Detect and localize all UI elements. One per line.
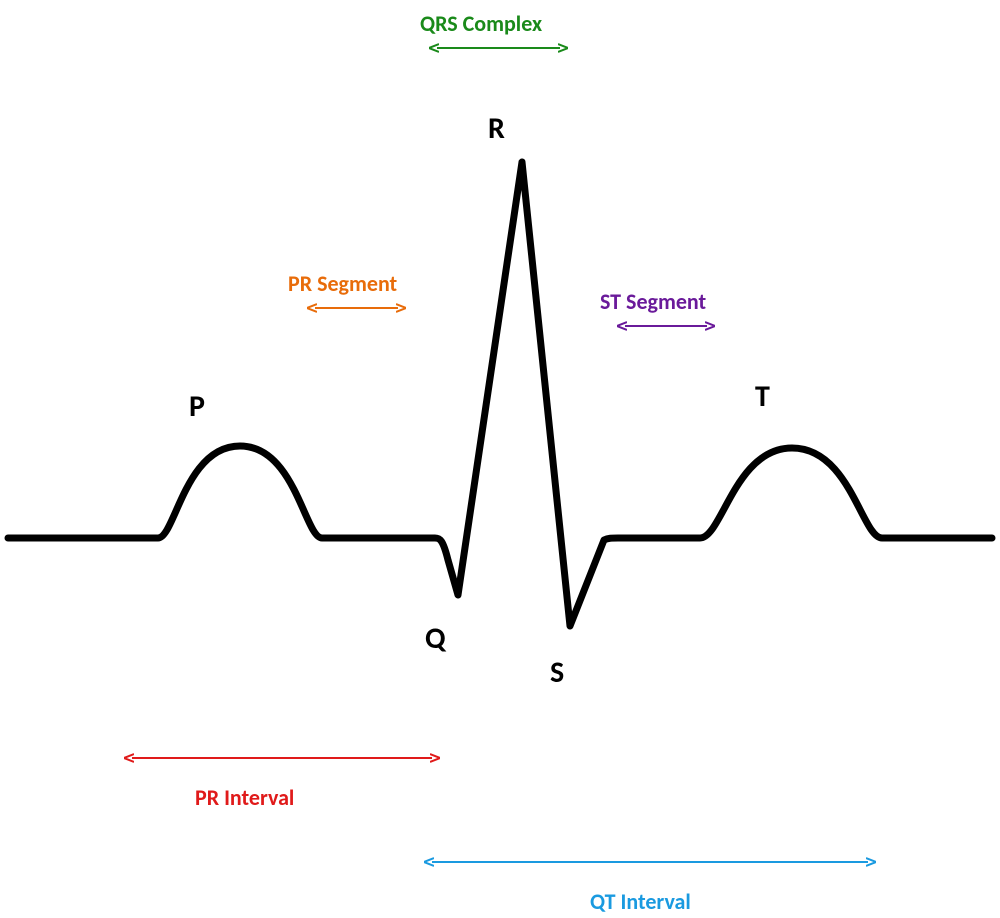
ecg-waveform bbox=[8, 162, 992, 626]
wave-label-t: T bbox=[755, 378, 770, 415]
qt-interval-label: QT Interval bbox=[590, 888, 691, 915]
wave-label-q: Q bbox=[425, 620, 446, 657]
st-segment-label: ST Segment bbox=[600, 288, 706, 315]
pr-segment-label: PR Segment bbox=[288, 270, 397, 297]
wave-label-s: S bbox=[550, 654, 564, 691]
wave-label-r: R bbox=[488, 110, 505, 147]
qrs-complex-label: QRS Complex bbox=[420, 10, 542, 37]
wave-label-p: P bbox=[189, 388, 205, 425]
pr-interval-label: PR Interval bbox=[195, 784, 294, 811]
